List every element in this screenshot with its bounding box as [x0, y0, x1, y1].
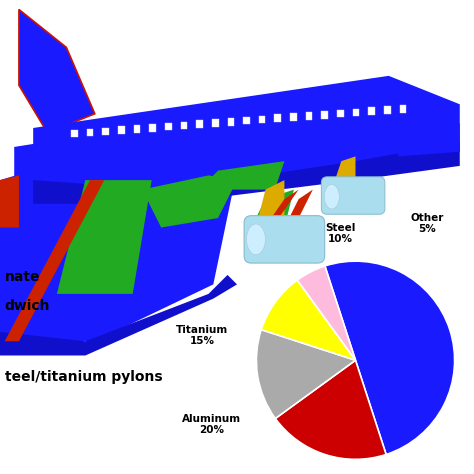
- Polygon shape: [251, 190, 299, 246]
- FancyBboxPatch shape: [321, 177, 385, 214]
- Polygon shape: [0, 175, 19, 228]
- Wedge shape: [261, 280, 356, 360]
- Polygon shape: [0, 166, 237, 341]
- Text: dwich: dwich: [5, 299, 50, 313]
- Bar: [149, 124, 156, 132]
- Wedge shape: [297, 266, 356, 360]
- Bar: [353, 109, 359, 116]
- Wedge shape: [256, 329, 356, 419]
- Bar: [165, 123, 172, 130]
- Bar: [368, 108, 375, 115]
- Polygon shape: [0, 275, 237, 356]
- Text: nate: nate: [5, 270, 40, 284]
- Bar: [306, 112, 312, 120]
- Bar: [400, 105, 406, 113]
- Text: Titanium
15%: Titanium 15%: [176, 325, 228, 346]
- Polygon shape: [284, 190, 313, 228]
- Polygon shape: [398, 114, 460, 156]
- Bar: [196, 120, 203, 128]
- Bar: [384, 106, 391, 114]
- Polygon shape: [14, 133, 104, 180]
- Bar: [71, 130, 78, 137]
- Bar: [228, 118, 234, 126]
- Wedge shape: [275, 360, 386, 459]
- Bar: [274, 115, 281, 122]
- FancyBboxPatch shape: [244, 216, 325, 263]
- Polygon shape: [19, 9, 95, 133]
- Polygon shape: [199, 161, 284, 190]
- Bar: [102, 128, 109, 135]
- Bar: [259, 116, 265, 123]
- Ellipse shape: [324, 184, 339, 209]
- Bar: [134, 125, 140, 133]
- Polygon shape: [256, 180, 284, 228]
- Bar: [212, 119, 219, 127]
- Text: Steel
10%: Steel 10%: [326, 223, 356, 244]
- Polygon shape: [33, 76, 460, 199]
- Polygon shape: [33, 142, 460, 204]
- Bar: [321, 111, 328, 118]
- Text: Other
5%: Other 5%: [410, 213, 444, 234]
- Bar: [118, 127, 125, 134]
- Ellipse shape: [246, 224, 265, 255]
- Bar: [290, 113, 297, 121]
- Bar: [181, 122, 187, 129]
- Polygon shape: [5, 180, 104, 341]
- Polygon shape: [332, 156, 356, 190]
- Text: Aluminum
20%: Aluminum 20%: [182, 414, 241, 436]
- Bar: [337, 110, 344, 118]
- Wedge shape: [325, 261, 455, 455]
- Polygon shape: [246, 190, 294, 237]
- Bar: [243, 117, 250, 125]
- Text: teel/titanium pylons: teel/titanium pylons: [5, 370, 163, 384]
- Polygon shape: [57, 180, 152, 294]
- Polygon shape: [142, 175, 237, 228]
- Bar: [87, 129, 93, 137]
